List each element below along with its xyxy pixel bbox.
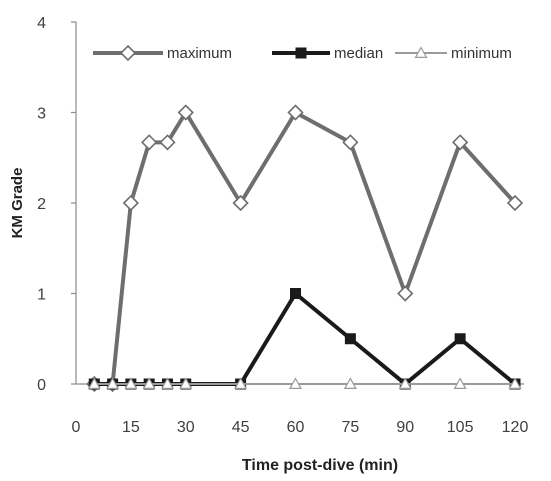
data-point-maximum bbox=[232, 194, 249, 212]
y-tick-label: 2 bbox=[37, 196, 46, 213]
data-point-median bbox=[344, 333, 356, 345]
data-point-median bbox=[454, 333, 466, 345]
y-tick-label: 4 bbox=[37, 15, 46, 32]
series-minimum bbox=[87, 377, 522, 389]
data-point-maximum bbox=[451, 134, 469, 151]
x-axis-label: Time post-dive (min) bbox=[242, 457, 398, 474]
series-line-maximum bbox=[94, 110, 517, 386]
data-point-minimum bbox=[124, 377, 138, 389]
series-maximum bbox=[86, 104, 524, 393]
legend-marker-median bbox=[295, 47, 307, 59]
legend-label: maximum bbox=[167, 45, 232, 62]
x-tick-label: 120 bbox=[502, 419, 529, 436]
data-point-minimum bbox=[87, 377, 101, 389]
data-point-minimum bbox=[106, 377, 120, 389]
data-point-maximum bbox=[122, 194, 140, 212]
y-tick-label: 1 bbox=[37, 287, 46, 304]
data-point-minimum bbox=[398, 377, 412, 389]
x-tick-label: 60 bbox=[287, 419, 305, 436]
y-tick-labels: 0 1 2 3 4 bbox=[37, 15, 76, 394]
data-point-minimum bbox=[343, 377, 357, 389]
axes bbox=[75, 22, 524, 385]
data-point-maximum bbox=[159, 134, 176, 151]
x-tick-label: 30 bbox=[177, 419, 195, 436]
legend-label: minimum bbox=[451, 45, 512, 62]
x-tick-label: 45 bbox=[232, 419, 250, 436]
data-point-minimum bbox=[288, 377, 303, 389]
legend-item-median: median bbox=[272, 45, 383, 62]
series-line-median bbox=[94, 291, 517, 386]
legend-item-minimum: minimum bbox=[395, 45, 512, 62]
legend-label: median bbox=[334, 45, 383, 62]
legend-marker-maximum bbox=[119, 44, 137, 62]
legend: maximum median minimum bbox=[93, 44, 512, 62]
data-point-minimum bbox=[453, 377, 467, 389]
data-point-maximum bbox=[141, 134, 158, 151]
y-axis-label: KM Grade bbox=[9, 168, 26, 239]
legend-item-maximum: maximum bbox=[93, 44, 232, 62]
x-tick-label: 75 bbox=[341, 419, 359, 436]
data-point-minimum bbox=[508, 377, 522, 389]
data-point-minimum bbox=[160, 377, 174, 389]
data-point-maximum bbox=[287, 104, 304, 121]
data-point-minimum bbox=[179, 377, 193, 389]
legend-marker-minimum bbox=[414, 46, 428, 59]
data-point-maximum bbox=[397, 285, 414, 302]
data-point-maximum bbox=[506, 194, 524, 212]
y-tick-label: 0 bbox=[37, 377, 46, 394]
data-point-minimum bbox=[142, 377, 156, 389]
x-tick-label: 105 bbox=[447, 419, 474, 436]
y-tick-label: 3 bbox=[37, 106, 46, 123]
x-tick-label: 90 bbox=[396, 419, 414, 436]
x-tick-label: 15 bbox=[122, 419, 140, 436]
x-tick-labels: 0 15 30 45 60 75 90 105 120 bbox=[72, 419, 529, 436]
data-point-median bbox=[290, 288, 301, 299]
series-median bbox=[88, 288, 521, 390]
data-point-maximum bbox=[177, 104, 194, 121]
data-point-minimum bbox=[234, 377, 248, 389]
series-layer bbox=[86, 104, 524, 393]
data-point-maximum bbox=[342, 134, 359, 151]
x-tick-label: 0 bbox=[72, 419, 81, 436]
